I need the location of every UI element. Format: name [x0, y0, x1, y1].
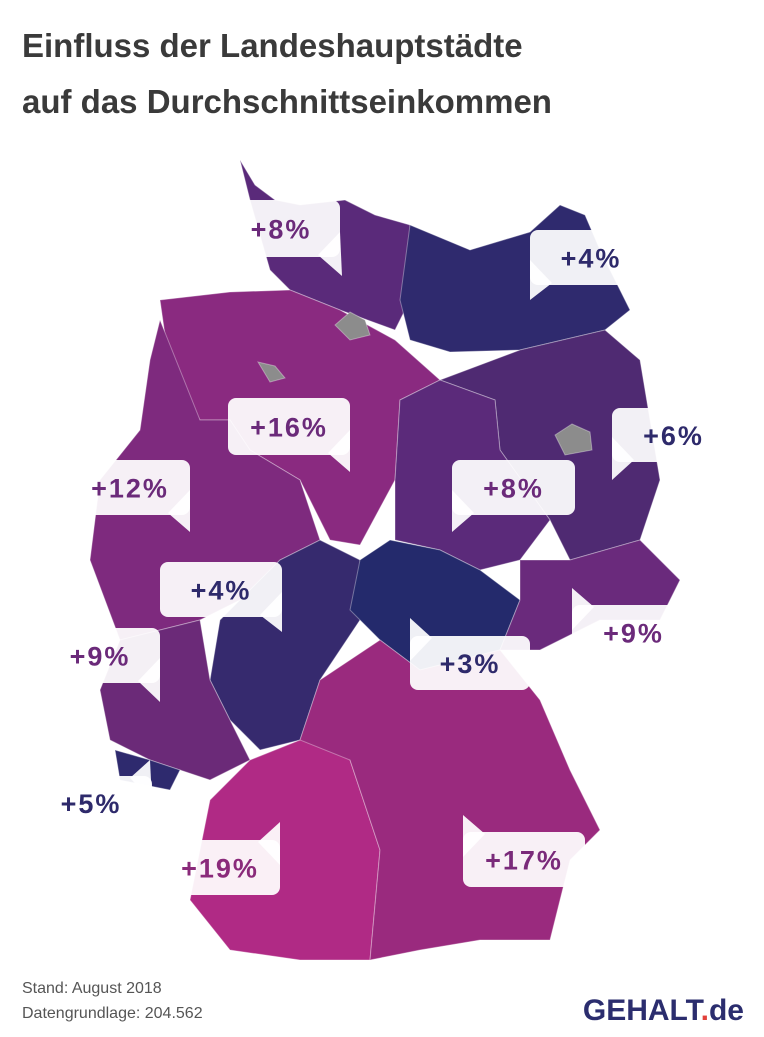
logo-name: GEHALT — [583, 994, 704, 1027]
logo-dot: . — [701, 994, 709, 1027]
callout-tail — [138, 658, 160, 702]
callout-box — [160, 840, 280, 895]
logo-tld: de — [709, 994, 744, 1027]
callout-box — [40, 628, 160, 683]
city-state — [554, 423, 593, 456]
city-state — [256, 361, 286, 383]
callout-label: +5% — [61, 789, 122, 819]
logo: GEHALT.de — [583, 994, 744, 1027]
callout-label: +12% — [91, 474, 169, 504]
callout-tail — [130, 760, 152, 801]
callout-tail — [258, 822, 280, 865]
callout-tail — [328, 430, 350, 472]
callout-box — [160, 562, 282, 617]
callout-label: +9% — [70, 642, 131, 672]
callout-tail — [260, 592, 282, 632]
callouts: +8% +4% +16% +6% +12% +8% +4% +9% +9% +3% +5% +19% +… — [30, 200, 735, 895]
city-state — [334, 311, 371, 341]
callout-tail — [612, 437, 634, 480]
callout-label: +3% — [440, 649, 501, 679]
callout-label: +4% — [561, 244, 622, 274]
callout-tail — [572, 588, 594, 630]
callout-box — [30, 776, 152, 830]
callout-box — [530, 230, 652, 285]
callout-label: +16% — [250, 413, 328, 443]
title-line: auf das Durchschnittseinkommen — [22, 83, 552, 120]
callout-tail — [318, 232, 342, 276]
callout-tail — [168, 490, 190, 532]
callout-tail — [530, 260, 552, 300]
title-line: Einfluss der Landeshauptstädte — [22, 27, 523, 64]
callout-tail — [410, 618, 432, 661]
callout-label: +8% — [251, 215, 312, 245]
callout-tail — [452, 490, 474, 532]
callout-box — [572, 605, 695, 660]
callout-box — [612, 408, 735, 462]
callout-label: +4% — [191, 576, 252, 606]
callout-box — [410, 636, 530, 690]
callout-label: +9% — [603, 619, 664, 649]
callout-label: +6% — [643, 421, 704, 451]
callout-box — [70, 460, 190, 515]
callout-box — [222, 200, 340, 257]
callout-box — [463, 832, 585, 887]
footer-line: Datengrundlage: 204.562 — [22, 1005, 203, 1022]
callout-box — [452, 460, 575, 515]
callout-tail — [463, 815, 485, 857]
callout-label: +17% — [485, 846, 563, 876]
footer-line: Stand: August 2018 — [22, 980, 162, 997]
callout-label: +8% — [483, 474, 544, 504]
callout-box — [228, 398, 350, 455]
callout-label: +19% — [181, 854, 259, 884]
